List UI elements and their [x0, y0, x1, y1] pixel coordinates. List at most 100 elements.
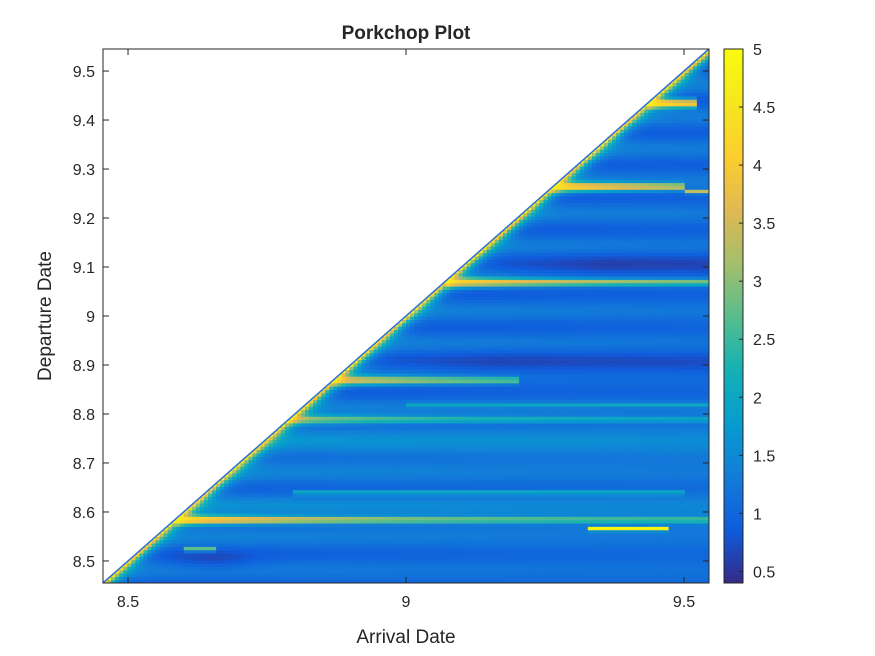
heatmap-cell [256, 486, 262, 491]
heatmap-cell [418, 546, 423, 551]
heatmap-cell [616, 462, 621, 467]
heatmap-cell [688, 522, 694, 527]
heatmap-cell [422, 552, 427, 557]
heatmap-cell [252, 512, 258, 517]
heatmap-cell [672, 482, 678, 487]
heatmap-cell [527, 522, 532, 527]
heatmap-cell [656, 549, 662, 554]
heatmap-cell [446, 489, 452, 494]
heatmap-cell [341, 556, 346, 561]
heatmap-cell [583, 469, 589, 474]
heatmap-cell [640, 539, 645, 544]
heatmap-cell [329, 552, 334, 557]
heatmap-cell [341, 569, 346, 574]
heatmap-cell [438, 482, 443, 487]
heatmap-cell [422, 519, 427, 524]
heatmap-cell [599, 579, 605, 583]
heatmap-cell [377, 506, 383, 511]
heatmap-cell [608, 486, 613, 491]
heatmap-cell [672, 529, 678, 534]
heatmap-cell [676, 522, 682, 527]
heatmap-cell [700, 466, 706, 471]
heatmap-cell [325, 569, 330, 574]
heatmap-cell [296, 466, 302, 471]
heatmap-cell [486, 499, 492, 504]
heatmap-cell [179, 542, 185, 547]
heatmap-cell [515, 526, 520, 531]
heatmap-cell [345, 462, 351, 467]
heatmap-cell [381, 522, 387, 527]
heatmap-cell [543, 516, 548, 521]
heatmap-cell [612, 569, 617, 574]
heatmap-cell [543, 579, 548, 583]
heatmap-cell [632, 566, 637, 571]
heatmap-cell [430, 579, 435, 583]
heatmap-cell [523, 489, 528, 494]
heatmap-cell [559, 499, 565, 504]
heatmap-cell [656, 459, 662, 464]
heatmap-cell [567, 542, 573, 547]
heatmap-cell [317, 536, 322, 541]
heatmap-cell [531, 476, 536, 481]
heatmap-cell [401, 552, 407, 557]
heatmap-cell [252, 579, 258, 583]
heatmap-cell [668, 482, 674, 487]
heatmap-cell [357, 516, 363, 521]
heatmap-cell [539, 486, 544, 491]
heatmap-cell [696, 562, 702, 567]
heatmap-cell [272, 519, 278, 524]
heatmap-cell [406, 549, 411, 554]
heatmap-cell [430, 556, 435, 561]
heatmap-cell [179, 522, 185, 527]
heatmap-cell [567, 562, 573, 567]
heatmap-cell [313, 512, 318, 517]
heatmap-cell [333, 569, 338, 574]
heatmap-cell [434, 476, 439, 481]
heatmap-cell [494, 579, 500, 583]
heatmap-cell [115, 579, 120, 583]
heatmap-cell [591, 559, 597, 564]
heatmap-cell [664, 496, 670, 501]
heatmap-cell [256, 466, 262, 471]
heatmap-cell [418, 572, 423, 577]
heatmap-cell [292, 509, 298, 514]
heatmap-cell [563, 542, 569, 547]
heatmap-cell [676, 506, 682, 511]
heatmap-cell [406, 566, 411, 571]
heatmap-cell [446, 472, 452, 477]
heatmap-cell [498, 489, 504, 494]
heatmap-cell [608, 506, 613, 511]
heatmap-cell [236, 532, 241, 537]
heatmap-cell [361, 559, 367, 564]
heatmap-cell [579, 579, 585, 583]
heatmap-cell [313, 499, 318, 504]
heatmap-cell [620, 516, 625, 521]
heatmap-cell [624, 576, 629, 581]
heatmap-cell [523, 562, 528, 567]
heatmap-cell [555, 479, 561, 484]
heatmap-cell [515, 492, 520, 497]
heatmap-cell [183, 556, 189, 561]
heatmap-cell [183, 546, 189, 551]
heatmap-cell [365, 526, 371, 531]
heatmap-cell [688, 532, 694, 537]
heatmap-cell [305, 462, 310, 467]
heatmap-cell [454, 469, 460, 474]
heatmap-cell [284, 556, 290, 561]
heatmap-cell [482, 489, 488, 494]
heatmap-cell [248, 486, 254, 491]
heatmap-cell [648, 489, 654, 494]
heatmap-cell [175, 539, 181, 544]
heatmap-cell [704, 502, 709, 507]
heatmap-cell [583, 549, 589, 554]
heatmap-cell [232, 572, 237, 577]
heatmap-cell [208, 529, 213, 534]
heatmap-cell [183, 519, 189, 524]
heatmap-cell [300, 462, 306, 467]
heatmap-cell [494, 496, 500, 501]
heatmap-cell [696, 512, 702, 517]
heatmap-cell [587, 539, 593, 544]
heatmap-cell [599, 479, 605, 484]
heatmap-cell [414, 559, 419, 564]
heatmap-cell [183, 539, 189, 544]
